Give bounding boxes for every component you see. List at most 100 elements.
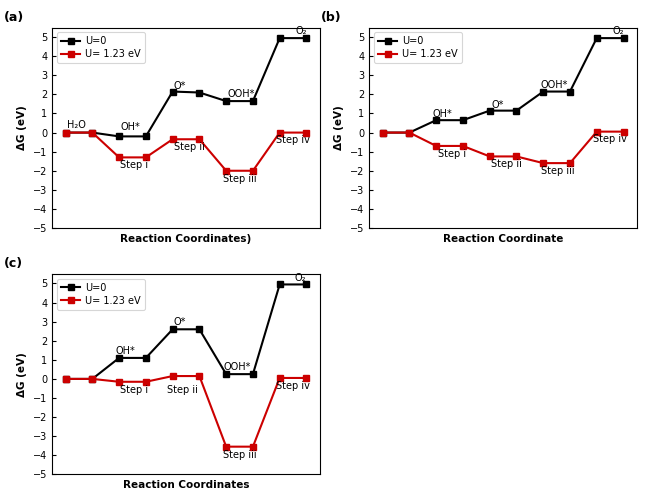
U=0 <box>566 89 574 95</box>
U=0 <box>249 98 257 104</box>
U= 1.23 eV <box>303 375 310 381</box>
Text: (c): (c) <box>4 257 23 270</box>
X-axis label: Reaction Coordinate: Reaction Coordinate <box>443 233 563 243</box>
U=0 <box>276 282 284 288</box>
Text: OOH*: OOH* <box>227 89 255 99</box>
Line: U= 1.23 eV: U= 1.23 eV <box>380 129 626 166</box>
U=0 <box>196 326 203 332</box>
U=0 <box>115 133 123 139</box>
U= 1.23 eV <box>249 168 257 174</box>
U= 1.23 eV <box>196 136 203 142</box>
U=0 <box>406 130 413 136</box>
Text: OH*: OH* <box>121 122 140 132</box>
U= 1.23 eV <box>249 444 257 450</box>
U= 1.23 eV <box>115 379 123 385</box>
Legend: U=0, U= 1.23 eV: U=0, U= 1.23 eV <box>374 33 462 63</box>
U=0 <box>486 108 494 114</box>
U=0 <box>115 355 123 361</box>
U=0 <box>378 130 386 136</box>
U= 1.23 eV <box>62 130 69 136</box>
U= 1.23 eV <box>89 130 97 136</box>
U= 1.23 eV <box>378 130 386 136</box>
X-axis label: Reaction Coordinates): Reaction Coordinates) <box>121 233 251 243</box>
X-axis label: Reaction Coordinates: Reaction Coordinates <box>122 480 249 490</box>
Text: OOH*: OOH* <box>224 362 251 372</box>
U=0 <box>142 355 150 361</box>
U=0 <box>168 326 176 332</box>
U=0 <box>249 371 257 377</box>
U= 1.23 eV <box>222 444 230 450</box>
U= 1.23 eV <box>513 153 520 159</box>
U=0 <box>432 117 440 123</box>
Text: O*: O* <box>174 81 187 91</box>
U= 1.23 eV <box>196 373 203 379</box>
U=0 <box>222 98 230 104</box>
U=0 <box>62 130 69 136</box>
Text: Step iii: Step iii <box>224 450 257 460</box>
U= 1.23 eV <box>142 379 150 385</box>
Text: Step i: Step i <box>121 385 148 395</box>
U=0 <box>168 89 176 95</box>
U=0 <box>459 117 467 123</box>
Text: (a): (a) <box>4 11 24 24</box>
U=0 <box>142 133 150 139</box>
Line: U=0: U=0 <box>63 282 309 382</box>
Y-axis label: ΔG (eV): ΔG (eV) <box>17 352 27 396</box>
Line: U=0: U=0 <box>63 36 309 139</box>
U=0 <box>303 35 310 41</box>
Text: O₂: O₂ <box>613 26 624 36</box>
Y-axis label: ΔG (eV): ΔG (eV) <box>334 105 345 150</box>
U=0 <box>196 90 203 96</box>
U= 1.23 eV <box>566 160 574 166</box>
U=0 <box>539 89 547 95</box>
U= 1.23 eV <box>142 154 150 160</box>
U=0 <box>593 35 601 41</box>
U=0 <box>276 35 284 41</box>
U= 1.23 eV <box>619 129 627 135</box>
U= 1.23 eV <box>276 130 284 136</box>
U= 1.23 eV <box>168 373 176 379</box>
U=0 <box>513 108 520 114</box>
Text: H₂O: H₂O <box>67 120 86 130</box>
U=0 <box>89 130 97 136</box>
Text: Step iv: Step iv <box>275 381 310 391</box>
U=0 <box>222 371 230 377</box>
Text: (b): (b) <box>321 11 341 24</box>
Legend: U=0, U= 1.23 eV: U=0, U= 1.23 eV <box>57 33 145 63</box>
U= 1.23 eV <box>593 129 601 135</box>
Text: Step ii: Step ii <box>174 142 205 152</box>
U= 1.23 eV <box>276 375 284 381</box>
Line: U= 1.23 eV: U= 1.23 eV <box>63 130 309 173</box>
Text: Step iii: Step iii <box>224 174 257 183</box>
U= 1.23 eV <box>62 376 69 382</box>
U= 1.23 eV <box>168 136 176 142</box>
Legend: U=0, U= 1.23 eV: U=0, U= 1.23 eV <box>57 279 145 310</box>
U=0 <box>89 376 97 382</box>
Text: O*: O* <box>174 318 187 327</box>
U= 1.23 eV <box>89 376 97 382</box>
Text: Step ii: Step ii <box>167 385 198 395</box>
Text: Step i: Step i <box>121 160 148 170</box>
Text: O*: O* <box>491 100 503 110</box>
U=0 <box>303 282 310 288</box>
Text: OH*: OH* <box>115 346 135 356</box>
U= 1.23 eV <box>432 143 440 149</box>
Text: Step iv: Step iv <box>275 135 310 145</box>
U= 1.23 eV <box>303 130 310 136</box>
U= 1.23 eV <box>406 130 413 136</box>
Text: O₂: O₂ <box>295 26 307 36</box>
Text: Step ii: Step ii <box>491 159 522 169</box>
U= 1.23 eV <box>539 160 547 166</box>
Text: OH*: OH* <box>432 109 452 119</box>
Text: Step iv: Step iv <box>593 134 627 144</box>
U= 1.23 eV <box>459 143 467 149</box>
U=0 <box>62 376 69 382</box>
U=0 <box>619 35 627 41</box>
Line: U=0: U=0 <box>380 36 626 135</box>
U= 1.23 eV <box>115 154 123 160</box>
Y-axis label: ΔG (eV): ΔG (eV) <box>17 105 27 150</box>
Line: U= 1.23 eV: U= 1.23 eV <box>63 373 309 449</box>
Text: OOH*: OOH* <box>540 80 568 90</box>
U= 1.23 eV <box>222 168 230 174</box>
Text: O₂: O₂ <box>294 273 306 283</box>
